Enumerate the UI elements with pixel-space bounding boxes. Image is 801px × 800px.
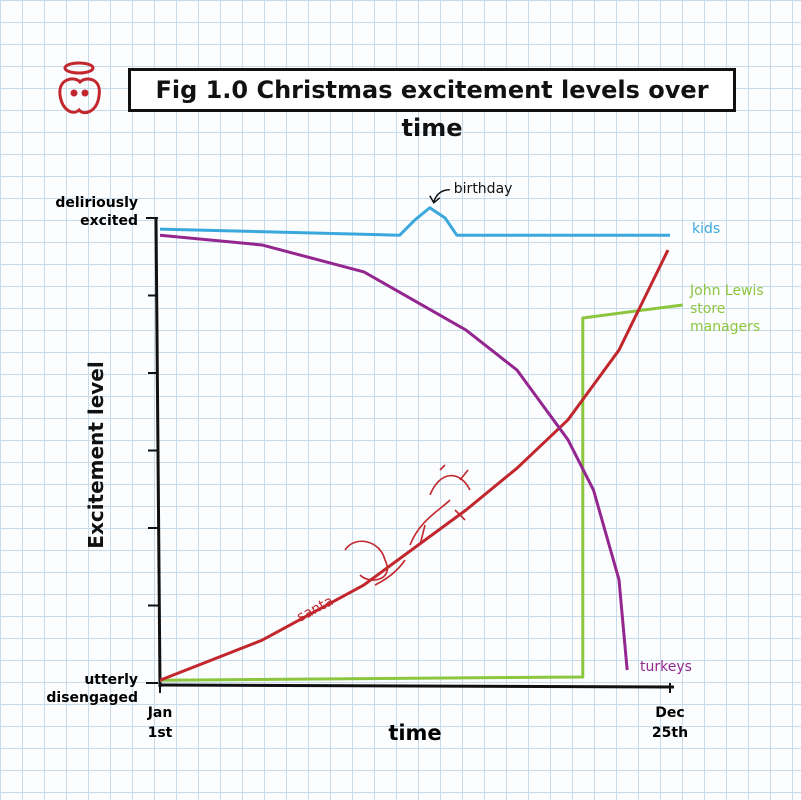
- series-label: turkeys: [640, 659, 692, 675]
- series-line: [159, 303, 683, 682]
- x-tick-label: Jan 1st: [147, 705, 173, 741]
- x-tick-label: Dec 25th: [651, 705, 689, 741]
- plot-area: Excitement level birthday santa: [84, 181, 683, 693]
- logo: [58, 61, 101, 115]
- y-tick-label: utterly disengaged: [46, 672, 138, 706]
- series-label: santa: [294, 593, 336, 625]
- y-tick-label: deliriously excited: [55, 195, 138, 229]
- annotation: birthday: [454, 181, 513, 197]
- chart-title: Fig 1.0 Christmas excitement levels over…: [128, 68, 736, 142]
- series-label: John Lewis store managers: [690, 283, 764, 335]
- x-axis: [159, 683, 675, 689]
- annotation-arrow: [429, 189, 450, 204]
- y-axis: [154, 217, 162, 688]
- series-line: [159, 249, 670, 682]
- sleigh-doodle: [344, 464, 471, 586]
- series-line: [159, 206, 670, 237]
- x-axis-title: time: [388, 721, 442, 745]
- y-axis-title: Excitement level: [84, 361, 108, 548]
- series-line: [159, 233, 629, 671]
- series-label: kids: [692, 221, 721, 237]
